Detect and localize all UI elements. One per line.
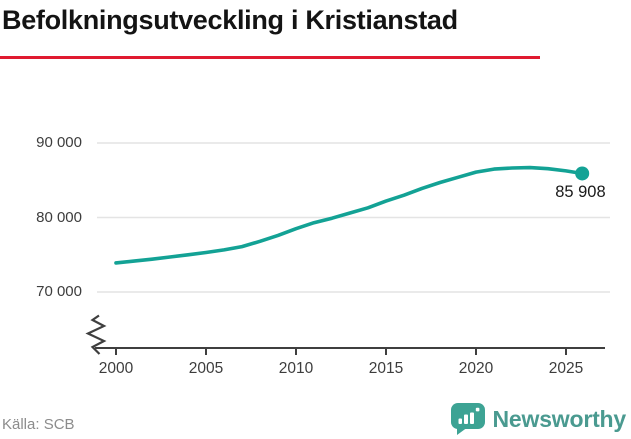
x-axis bbox=[95, 347, 605, 355]
x-tick-label: 2000 bbox=[98, 360, 134, 377]
chart-title: Befolkningsutveckling i Kristianstad bbox=[2, 5, 458, 35]
x-tick-label: 2020 bbox=[458, 360, 494, 377]
end-value-label: 85 908 bbox=[555, 183, 606, 202]
newsworthy-logo[interactable]: Newsworthy bbox=[450, 403, 627, 436]
gridlines bbox=[97, 142, 610, 293]
x-tick-label: 2005 bbox=[188, 360, 224, 377]
population-line bbox=[114, 165, 590, 265]
newsworthy-wordmark: Newsworthy bbox=[492, 406, 627, 432]
x-tick-label: 2025 bbox=[548, 360, 584, 377]
title-accent-rule bbox=[0, 56, 540, 59]
newsworthy-logo-icon bbox=[450, 403, 485, 435]
x-tick-label: 2010 bbox=[278, 360, 314, 377]
source-caption: Källa: SCB bbox=[2, 416, 75, 433]
y-tick-label: 80 000 bbox=[36, 208, 82, 226]
axis-break-icon bbox=[85, 314, 107, 355]
y-tick-label: 70 000 bbox=[36, 283, 82, 300]
y-tick-label: 90 000 bbox=[36, 134, 82, 151]
x-tick-label: 2015 bbox=[368, 360, 404, 377]
